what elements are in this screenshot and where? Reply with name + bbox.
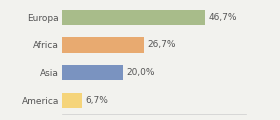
Bar (62, 37, 144, 53)
Text: 6,7%: 6,7% (85, 96, 108, 105)
Bar (62, 10, 206, 25)
Bar (62, 65, 123, 80)
Text: 20,0%: 20,0% (126, 68, 155, 77)
Text: 26,7%: 26,7% (147, 41, 175, 49)
Bar (62, 93, 82, 108)
Text: 46,7%: 46,7% (209, 13, 237, 22)
